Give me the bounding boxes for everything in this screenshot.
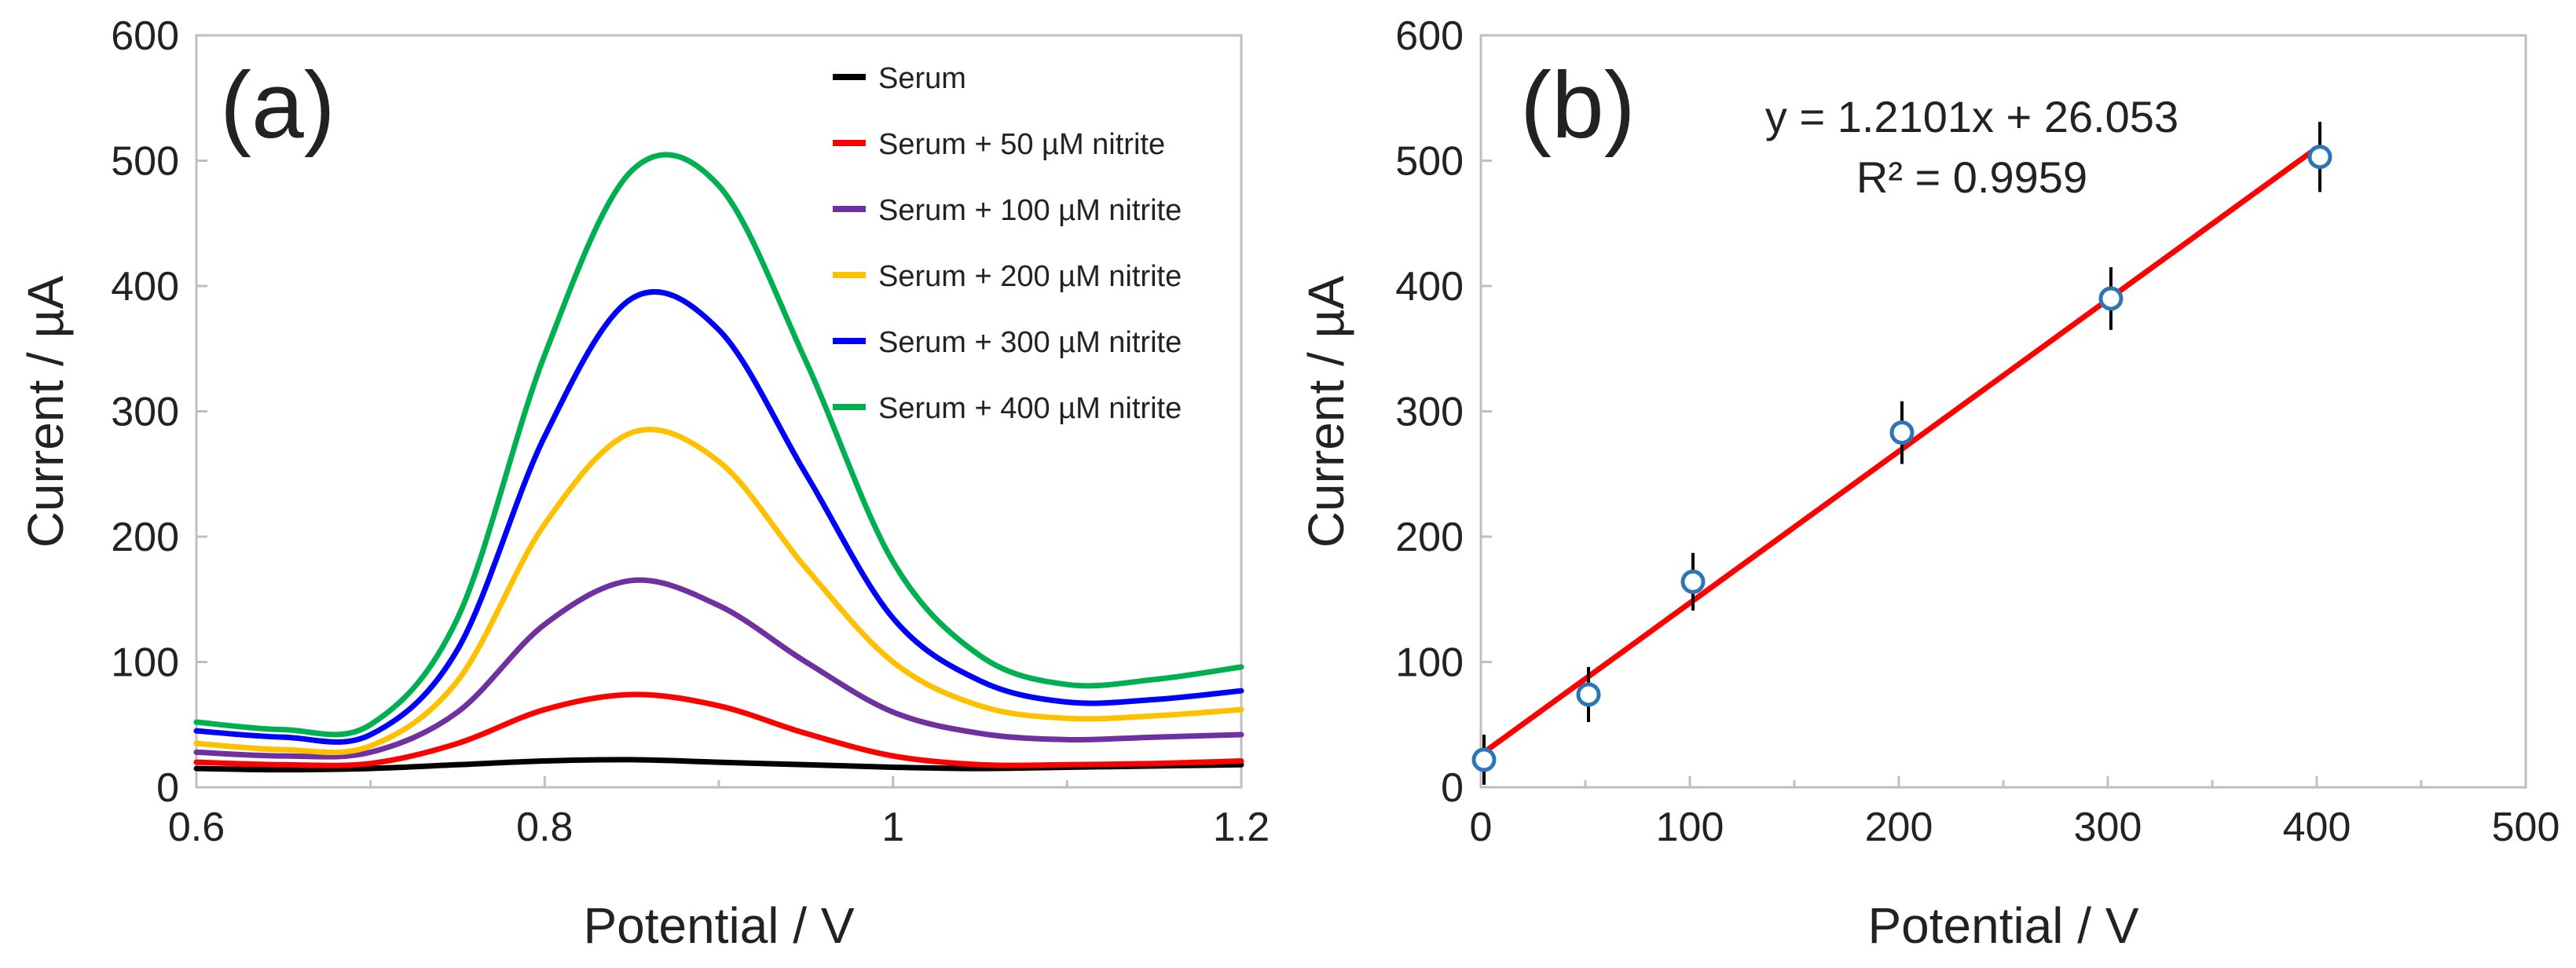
panel-a-x-tick-label: 1.2 xyxy=(1213,805,1270,850)
panel-a-y-tick-label: 600 xyxy=(111,13,179,59)
data-point-4 xyxy=(2098,286,2123,311)
legend-label-2: Serum + 100 µM nitrite xyxy=(878,194,1182,227)
panel-b-label: (b) xyxy=(1520,53,1636,158)
panel-a-x-axis-title: Potential / V xyxy=(583,897,854,954)
panel-b-y-tick-label: 300 xyxy=(1395,390,1464,435)
fit-r-squared: R² = 0.9959 xyxy=(1856,152,2087,202)
legend-label-0: Serum xyxy=(878,62,966,95)
panel-b-plot-frame xyxy=(1479,34,2527,789)
panel-a-series-line-3 xyxy=(193,427,1244,756)
panel-b-points xyxy=(1471,122,2332,785)
legend-label-3: Serum + 200 µM nitrite xyxy=(878,260,1182,293)
panel-b-y-tick-label: 200 xyxy=(1395,515,1464,560)
legend-label-1: Serum + 50 µM nitrite xyxy=(878,128,1165,161)
fit-line xyxy=(1479,145,2319,757)
panel-b-x-tick-label: 300 xyxy=(2074,805,2142,850)
panel-b-axes: 0 100 200 300 400 500 0 100 200 300 400 500 600 xyxy=(1395,13,2560,850)
panel-a-series-line-4 xyxy=(193,288,1244,745)
data-point-3 xyxy=(1889,420,1915,446)
fit-equation: y = 1.2101x + 26.053 xyxy=(1765,92,2178,141)
panel-a-y-tick-label: 200 xyxy=(111,515,179,560)
panel-a-series-line-2 xyxy=(193,577,1244,760)
panel-b-fit-group xyxy=(1479,145,2319,757)
panel-b-y-axis-title: Current / µA xyxy=(1298,276,1354,548)
panel-a-legend: Serum Serum + 50 µM nitrite Serum + 100 µM… xyxy=(833,62,1182,425)
data-point-5 xyxy=(2307,145,2332,170)
panel-a-x-tick-label: 1 xyxy=(881,805,904,850)
panel-a-label: (a) xyxy=(220,53,335,158)
panel-b-x-tick-label: 200 xyxy=(1865,805,1933,850)
panel-a-x-tick-label: 0.8 xyxy=(516,805,573,850)
panel-a-series-line-1 xyxy=(193,691,1244,768)
panel-b-x-tick-label: 0 xyxy=(1470,805,1493,850)
panel-a-axes: 0.6 0.8 1 1.2 0 100 200 300 400 500 600 xyxy=(111,13,1270,850)
panel-a-series xyxy=(193,152,1244,773)
legend-label-5: Serum + 400 µM nitrite xyxy=(878,392,1182,425)
data-point-0 xyxy=(1471,747,1497,772)
legend-label-4: Serum + 300 µM nitrite xyxy=(878,326,1182,359)
panel-a-series-line-5 xyxy=(193,152,1244,738)
panel-a: 0.6 0.8 1 1.2 0 100 200 300 400 500 600 (a) Potent… xyxy=(17,13,1270,954)
panel-a-y-axis-title: Current / µA xyxy=(17,276,74,548)
panel-b-y-tick-label: 0 xyxy=(1441,765,1464,811)
panel-a-y-tick-label: 300 xyxy=(111,390,179,435)
data-point-1 xyxy=(1576,682,1601,707)
panel-a-y-tick-label: 100 xyxy=(111,640,179,686)
panel-a-y-tick-label: 400 xyxy=(111,264,179,310)
panel-a-y-tick-label: 0 xyxy=(156,765,179,811)
data-point-2 xyxy=(1680,569,1706,594)
panel-b-y-tick-label: 600 xyxy=(1395,13,1464,59)
panel-b-x-tick-label: 400 xyxy=(2283,805,2351,850)
panel-b-y-tick-label: 100 xyxy=(1395,640,1464,686)
panel-b-x-tick-label: 100 xyxy=(1656,805,1724,850)
panel-b-y-tick-label: 400 xyxy=(1395,264,1464,310)
panel-b-x-tick-label: 500 xyxy=(2492,805,2560,850)
panel-a-y-tick-label: 500 xyxy=(111,139,179,185)
panel-b-x-axis-title: Potential / V xyxy=(1867,897,2138,954)
panel-a-x-tick-label: 0.6 xyxy=(168,805,225,850)
panel-b-y-tick-label: 500 xyxy=(1395,139,1464,185)
